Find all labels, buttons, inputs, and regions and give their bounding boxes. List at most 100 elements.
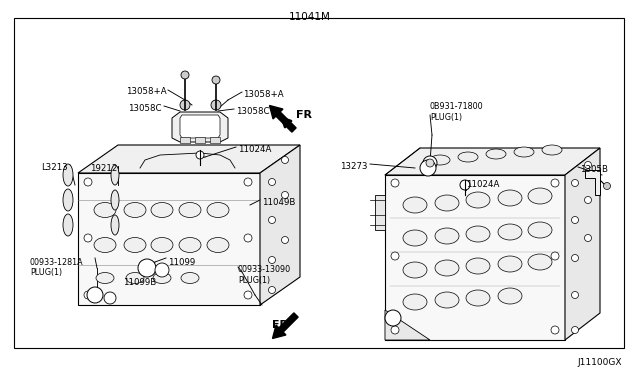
Circle shape <box>212 76 220 84</box>
Polygon shape <box>260 145 300 305</box>
Circle shape <box>244 234 252 242</box>
Ellipse shape <box>498 224 522 240</box>
Text: J11100GX: J11100GX <box>577 358 622 367</box>
Circle shape <box>244 291 252 299</box>
Ellipse shape <box>94 237 116 253</box>
Ellipse shape <box>435 260 459 276</box>
Circle shape <box>572 217 579 224</box>
Text: FR: FR <box>272 320 288 330</box>
Text: 0B931-71800: 0B931-71800 <box>430 102 484 111</box>
Polygon shape <box>172 112 228 142</box>
Ellipse shape <box>435 228 459 244</box>
Circle shape <box>572 254 579 262</box>
Polygon shape <box>375 195 385 230</box>
Circle shape <box>244 178 252 186</box>
Ellipse shape <box>403 197 427 213</box>
Text: 00933-1281A: 00933-1281A <box>30 258 84 267</box>
Text: FR: FR <box>296 110 312 120</box>
Ellipse shape <box>528 188 552 204</box>
Ellipse shape <box>63 164 73 186</box>
Text: 11024A: 11024A <box>466 180 499 189</box>
Ellipse shape <box>498 190 522 206</box>
Circle shape <box>584 161 591 169</box>
Ellipse shape <box>528 222 552 238</box>
Ellipse shape <box>124 237 146 253</box>
Ellipse shape <box>466 290 490 306</box>
Text: 13058C: 13058C <box>236 107 269 116</box>
Ellipse shape <box>63 214 73 236</box>
Ellipse shape <box>126 273 144 283</box>
Circle shape <box>84 291 92 299</box>
Polygon shape <box>180 115 220 138</box>
Circle shape <box>572 180 579 186</box>
Ellipse shape <box>528 254 552 270</box>
Circle shape <box>551 179 559 187</box>
Ellipse shape <box>435 292 459 308</box>
Ellipse shape <box>458 152 478 162</box>
Ellipse shape <box>181 273 199 283</box>
Circle shape <box>584 234 591 241</box>
Text: 13058+A: 13058+A <box>243 90 284 99</box>
Circle shape <box>460 180 470 190</box>
Ellipse shape <box>498 256 522 272</box>
Ellipse shape <box>207 202 229 218</box>
Text: PLUG(1): PLUG(1) <box>238 276 270 285</box>
Ellipse shape <box>486 149 506 159</box>
Circle shape <box>282 237 289 244</box>
Text: 11099B: 11099B <box>124 278 157 287</box>
Ellipse shape <box>179 237 201 253</box>
Polygon shape <box>78 173 260 305</box>
Circle shape <box>138 259 156 277</box>
Text: 1305B: 1305B <box>580 165 608 174</box>
Circle shape <box>584 196 591 203</box>
Text: 19212: 19212 <box>90 164 117 173</box>
Ellipse shape <box>514 147 534 157</box>
Polygon shape <box>385 310 430 340</box>
Circle shape <box>211 100 221 110</box>
Circle shape <box>155 263 169 277</box>
Circle shape <box>420 160 436 176</box>
Ellipse shape <box>94 202 116 218</box>
Ellipse shape <box>207 237 229 253</box>
Circle shape <box>282 192 289 199</box>
Ellipse shape <box>498 288 522 304</box>
Ellipse shape <box>435 195 459 211</box>
Circle shape <box>269 217 275 224</box>
Polygon shape <box>210 137 220 143</box>
Text: 11024A: 11024A <box>238 145 271 154</box>
Circle shape <box>423 156 437 170</box>
Circle shape <box>385 310 401 326</box>
Ellipse shape <box>111 165 119 185</box>
Text: PLUG(1): PLUG(1) <box>430 113 462 122</box>
Bar <box>14 18 624 348</box>
Text: 13058+A: 13058+A <box>126 87 167 96</box>
Polygon shape <box>195 137 205 143</box>
Circle shape <box>572 292 579 298</box>
Circle shape <box>391 179 399 187</box>
Text: L3213: L3213 <box>41 163 68 172</box>
Text: PLUG(1): PLUG(1) <box>30 268 62 277</box>
Ellipse shape <box>466 258 490 274</box>
Polygon shape <box>180 137 190 143</box>
Circle shape <box>604 183 611 189</box>
Ellipse shape <box>63 189 73 211</box>
Ellipse shape <box>466 226 490 242</box>
Circle shape <box>87 287 103 303</box>
Circle shape <box>551 252 559 260</box>
Ellipse shape <box>542 145 562 155</box>
Circle shape <box>104 292 116 304</box>
Circle shape <box>572 327 579 334</box>
Ellipse shape <box>96 273 114 283</box>
Circle shape <box>84 178 92 186</box>
Text: 13273: 13273 <box>340 162 368 171</box>
Text: 11099: 11099 <box>168 258 195 267</box>
Ellipse shape <box>403 262 427 278</box>
Ellipse shape <box>430 155 450 165</box>
Polygon shape <box>385 175 565 340</box>
Ellipse shape <box>153 273 171 283</box>
FancyArrow shape <box>273 313 298 339</box>
Circle shape <box>391 326 399 334</box>
Circle shape <box>84 234 92 242</box>
Ellipse shape <box>124 202 146 218</box>
Circle shape <box>181 71 189 79</box>
